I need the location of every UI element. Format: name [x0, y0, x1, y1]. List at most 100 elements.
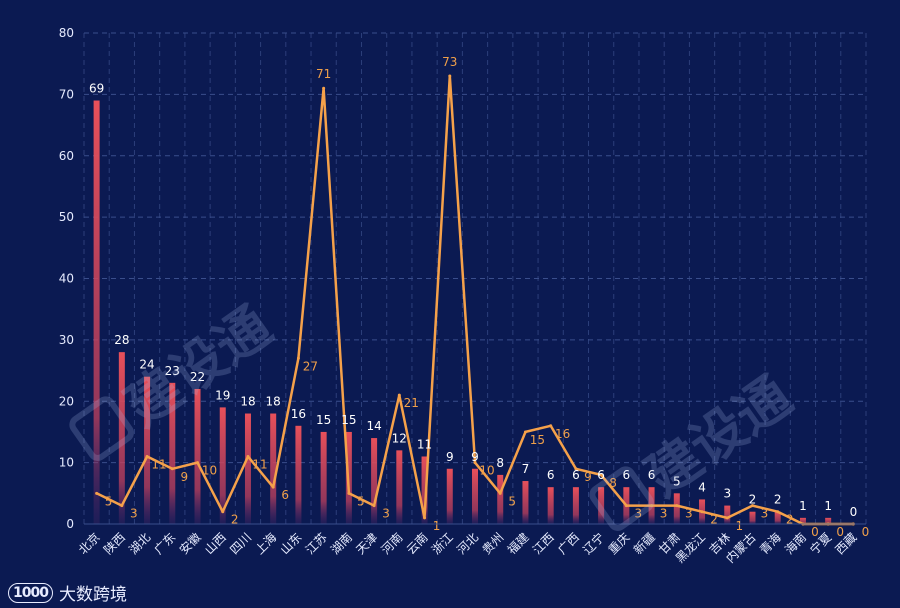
line-value-label: 8 [609, 476, 617, 490]
line-value-label: 15 [530, 433, 545, 447]
line-value-label: 73 [442, 55, 457, 69]
line-point [599, 473, 603, 477]
line-point [624, 504, 628, 508]
x-tick-label: 青海 [756, 530, 784, 558]
line-point [675, 504, 679, 508]
bar-value-label: 69 [89, 82, 104, 96]
bar-value-label: 3 [723, 487, 731, 501]
x-tick-label: 天津 [353, 530, 380, 557]
bar [673, 493, 680, 524]
brand-text: 大数跨境 [58, 585, 127, 605]
x-tick-label: 湖南 [327, 530, 355, 558]
y-tick-label: 60 [59, 149, 74, 163]
x-tick-label: 湖北 [126, 530, 154, 558]
line-point [574, 467, 578, 471]
line-value-label: 3 [130, 507, 138, 521]
line-value-label: 10 [479, 464, 494, 478]
bar-value-label: 28 [114, 333, 129, 347]
line-value-label: 5 [105, 494, 113, 508]
line-value-label: 6 [281, 488, 289, 502]
bar-value-label: 18 [266, 395, 281, 409]
bar [270, 413, 277, 524]
line-value-label: 5 [357, 494, 365, 508]
y-tick-label: 70 [59, 87, 74, 101]
line-point [372, 504, 376, 508]
line-value-label: 10 [202, 464, 217, 478]
bar [472, 468, 478, 524]
x-tick-label: 陕西 [100, 530, 128, 558]
bar [244, 413, 251, 524]
bar [144, 376, 151, 524]
x-tick-label: 江苏 [303, 530, 330, 557]
line-series [95, 74, 855, 526]
bar [799, 517, 806, 524]
bar [219, 407, 226, 524]
line-point [700, 510, 704, 514]
y-tick-label: 20 [59, 394, 74, 408]
bar [118, 352, 125, 524]
bar-value-label: 7 [522, 462, 530, 476]
line-value-label: 3 [382, 507, 390, 521]
line-value-label: 0 [811, 525, 819, 539]
line-point [145, 454, 149, 458]
x-axis: 北京陕西湖北广东安徽山西四川上海山东江苏湖南天津河南云南浙江河北贵州福建江西广西… [76, 523, 866, 566]
line-point [196, 461, 200, 465]
bar [295, 425, 302, 524]
line-point [423, 516, 427, 520]
line-value-label: 0 [836, 525, 844, 539]
line-value-label: 3 [685, 507, 693, 521]
line-point [120, 504, 124, 508]
line-value-label: 9 [584, 470, 592, 484]
x-tick-label: 广西 [555, 530, 582, 557]
bar [547, 487, 554, 524]
line-value-label: 2 [231, 513, 239, 527]
bar-value-label: 22 [190, 370, 205, 384]
brand: 1000 大数跨境 [8, 580, 127, 605]
x-tick-label: 四川 [227, 530, 254, 557]
bar [93, 100, 100, 524]
bar [194, 388, 201, 524]
bar-value-label: 6 [623, 468, 631, 482]
line-point [347, 491, 351, 495]
x-tick-label: 江西 [530, 530, 557, 557]
bar [825, 517, 832, 524]
bar [749, 511, 756, 524]
line-point [397, 393, 401, 397]
bar [421, 456, 428, 524]
y-axis: 0 10 20 30 40 50 60 70 80 [59, 26, 74, 531]
x-tick-label: 重庆 [606, 530, 633, 557]
line-point [473, 461, 477, 465]
bar-value-label: 1 [799, 499, 807, 513]
x-tick-label: 浙江 [429, 530, 456, 557]
bar-value-label: 0 [850, 505, 858, 519]
y-tick-label: 0 [66, 517, 74, 531]
line-point [498, 491, 502, 495]
line-point [246, 454, 250, 458]
line-value-label: 11 [151, 457, 166, 471]
line-value-label: 2 [786, 513, 794, 527]
x-tick-label: 山东 [278, 530, 305, 557]
bar [598, 487, 605, 524]
line-point [322, 86, 326, 90]
bar [522, 481, 529, 524]
x-tick-label: 福建 [504, 530, 532, 558]
line-point [170, 467, 174, 471]
x-tick-label: 安徽 [176, 530, 204, 558]
bar [774, 511, 781, 524]
bar-value-label: 4 [698, 480, 706, 494]
y-tick-label: 50 [59, 210, 74, 224]
line-point [750, 504, 754, 508]
bar-value-label: 15 [316, 413, 331, 427]
bar-value-label: 2 [749, 493, 757, 507]
y-tick-label: 40 [59, 272, 74, 286]
y-tick-label: 10 [59, 456, 74, 470]
bar-value-label: 23 [165, 364, 180, 378]
bar-value-label: 11 [417, 437, 432, 451]
line-value-label: 3 [761, 507, 769, 521]
bar-value-label: 16 [291, 407, 306, 421]
x-tick-label: 上海 [252, 530, 280, 558]
x-tick-label: 北京 [76, 530, 103, 557]
